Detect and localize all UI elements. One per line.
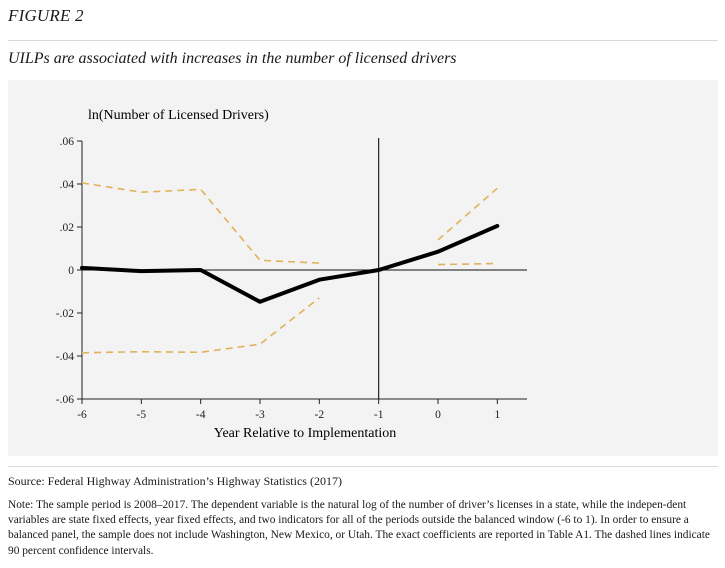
bottom-rule [8,466,718,467]
plot-background [8,80,718,456]
figure-label: FIGURE 2 [8,6,84,25]
series-group [80,182,500,354]
y-tick-label: 0 [68,265,74,277]
upper-ci-line [81,182,320,264]
x-tick-label: 1 [494,409,500,421]
y-tick-label: -.02 [56,308,74,320]
lower-ci-line [81,297,320,354]
x-tick-label: -3 [255,409,265,421]
x-tick-label: 0 [435,409,441,421]
figure-title: UILPs are associated with increases in t… [8,50,457,67]
estimate-line [80,223,500,304]
x-tick-label: -6 [77,409,87,421]
x-tick-label: -4 [196,409,206,421]
y-tick-label: .04 [60,179,75,191]
source-text: Source: Federal Highway Administration’s… [8,474,342,488]
note-text: Note: The sample period is 2008–2017. Th… [8,499,710,557]
lower-ci-line [437,262,498,266]
axes-group: .06 .04 .02 0 -.02 -.04 -.06-6 -5 -4 -3 -2 -1 0 1 [56,136,527,421]
top-rule [8,40,718,41]
x-axis-label: Year Relative to Implementation [214,426,396,441]
upper-ci-line [437,187,498,241]
y-tick-label: -.06 [56,394,74,406]
x-tick-label: -1 [374,409,384,421]
x-tick-label: -2 [315,409,325,421]
x-tick-label: -5 [137,409,147,421]
y-tick-label: .06 [60,136,75,148]
y-tick-label: -.04 [56,351,74,363]
y-tick-label: .02 [60,222,75,234]
y-axis-label: ln(Number of Licensed Drivers) [88,108,269,123]
